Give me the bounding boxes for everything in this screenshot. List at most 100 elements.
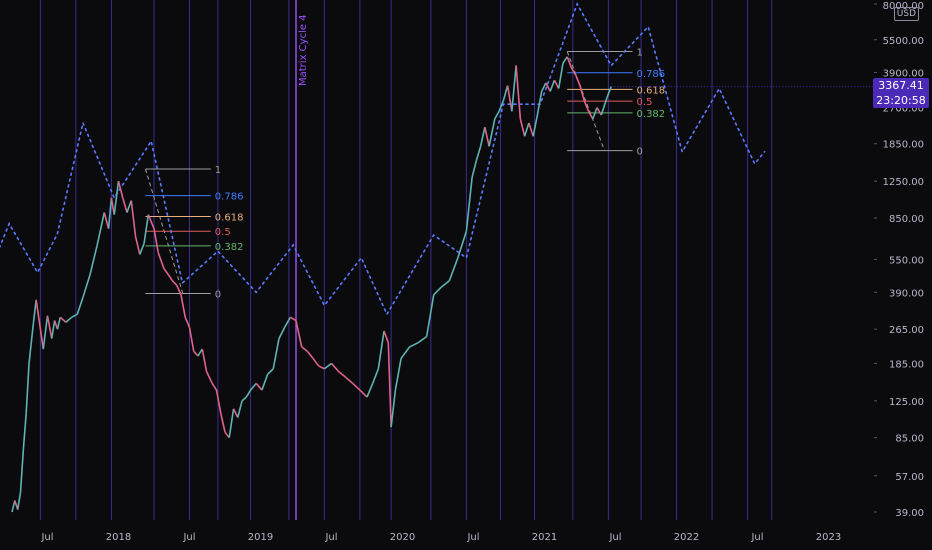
price-segment [457,230,468,259]
price-segment [570,67,577,76]
price-segment [371,368,380,384]
price-segment [557,63,564,89]
price-segment [107,197,113,229]
price-segment [596,107,602,116]
price-segment [330,362,340,373]
price-segment [289,316,297,322]
price-segment [267,368,274,375]
price-segment [232,408,239,418]
price-segment [425,294,435,337]
price-segment [28,323,35,364]
price-segment [25,363,30,414]
price-segment [306,350,314,359]
price-segment [549,79,556,92]
price-tick-label: 550.00 [889,255,924,266]
price-segment [157,252,165,269]
price-segment [39,329,45,350]
price-segment [22,412,27,450]
price-segment [283,316,292,328]
price-segment [488,118,496,147]
price-segment [113,181,120,215]
price-tick-label: 8000.00 [883,1,924,12]
price-segment [175,284,182,296]
price-segment [352,382,361,391]
price-segment [528,122,534,137]
price-segment [59,316,67,323]
cycle-projection-line [0,2,766,316]
fib-level-label: 0.618 [637,85,666,96]
price-segment [126,200,133,213]
price-tick-label: 57.00 [895,472,924,483]
price-segment [228,408,235,438]
time-tick-label: 2019 [248,532,273,543]
price-tick-label: 1850.00 [883,140,924,151]
price-tick-label: 125.00 [889,397,924,408]
price-segment [121,197,128,213]
fib-level-label: 1 [215,165,221,176]
currency-badge[interactable]: USD [893,7,919,21]
price-tick-label: 3900.00 [883,69,924,80]
price-segment [394,358,402,391]
price-segment [600,97,608,116]
price-segment [76,297,84,315]
price-tick-label: 39.00 [895,508,924,519]
price-segment [215,389,222,414]
price-segment [511,65,517,112]
price-segment [139,243,145,255]
time-tick-label: Jul [40,532,53,543]
price-segment [71,313,78,319]
price-segment [219,412,226,433]
price-segment [180,294,187,318]
price-segment [143,214,150,244]
price-segment [82,274,91,298]
time-tick-label: 2023 [816,532,841,543]
price-tick-label: 265.00 [889,325,924,336]
fib-level-label: 0.382 [215,242,244,253]
price-segment [387,342,392,428]
price-segment [312,357,320,367]
current-price-value: 3367.41 [878,78,924,92]
price-segment [440,280,450,289]
price-segment [502,85,509,102]
price-segment [592,107,598,120]
price-segment [587,110,594,120]
price-segment [147,214,155,229]
price-segment [184,317,191,328]
price-segment [536,91,543,116]
price-segment [338,370,347,378]
time-tick-label: 2021 [532,532,557,543]
price-segment [130,200,137,237]
price-segment [606,86,612,98]
price-segment [515,65,522,119]
price-segment [583,100,590,112]
price-segment [153,228,160,253]
price-segment [249,382,257,391]
price-tick-label: 390.00 [889,288,924,299]
bar-countdown: 23:20:58 [876,93,926,107]
price-segment [433,286,442,296]
price-segment [103,212,110,229]
price-segment [193,350,199,357]
price-segment [171,280,178,286]
price-segment [89,244,98,275]
price-segment [11,500,16,513]
price-segment [417,335,428,344]
price-segment [484,127,490,147]
fib-level-label: 0.5 [637,97,653,108]
price-segment [188,327,195,352]
time-tick-label: Jul [608,532,621,543]
price-segment [359,389,368,398]
price-segment [19,449,25,493]
price-segment [377,330,385,369]
price-segment [42,315,49,350]
price-segment [519,118,526,137]
price-segment [479,127,486,147]
time-tick-label: Jul [750,532,763,543]
price-segment [134,236,141,255]
price-segment [245,389,252,398]
price-segment [566,56,573,69]
price-segment [540,82,547,92]
price-segment [56,317,62,330]
